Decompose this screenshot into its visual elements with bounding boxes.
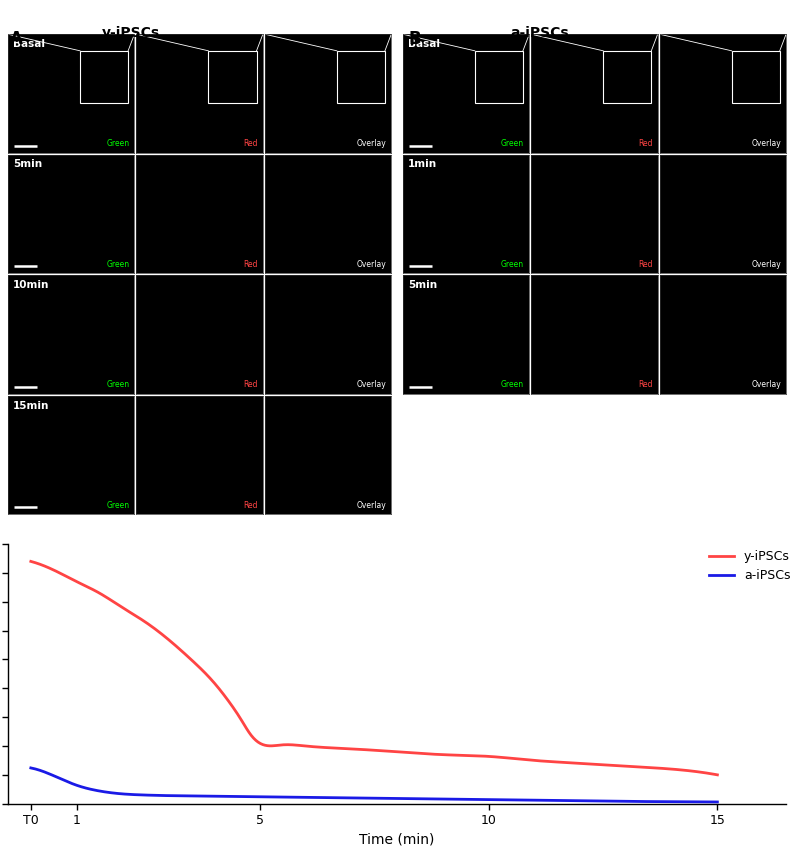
Text: Red: Red	[243, 260, 258, 268]
Text: 10min: 10min	[13, 280, 49, 290]
Text: Red: Red	[243, 501, 258, 510]
Text: Overlay: Overlay	[357, 380, 386, 389]
Text: Overlay: Overlay	[357, 501, 386, 510]
Text: Red: Red	[638, 260, 653, 268]
Text: Green: Green	[501, 139, 524, 148]
Text: Basal: Basal	[408, 39, 440, 49]
Text: Green: Green	[501, 260, 524, 268]
Text: 1min: 1min	[408, 160, 437, 169]
Text: Green: Green	[106, 501, 129, 510]
Text: Red: Red	[638, 380, 653, 389]
Text: Green: Green	[106, 139, 129, 148]
Text: Green: Green	[106, 380, 129, 389]
Text: Overlay: Overlay	[751, 380, 781, 389]
Text: Green: Green	[501, 380, 524, 389]
Text: a-iPSCs: a-iPSCs	[511, 26, 569, 39]
Text: Overlay: Overlay	[751, 260, 781, 268]
Text: B: B	[409, 30, 422, 48]
Text: Red: Red	[243, 139, 258, 148]
Legend: y-iPSCs, a-iPSCs: y-iPSCs, a-iPSCs	[703, 545, 794, 587]
Text: A: A	[10, 30, 22, 48]
Text: 5min: 5min	[13, 160, 42, 169]
Text: Overlay: Overlay	[357, 139, 386, 148]
Text: 15min: 15min	[13, 400, 49, 410]
Text: Overlay: Overlay	[357, 260, 386, 268]
Text: Red: Red	[243, 380, 258, 389]
Text: Green: Green	[106, 260, 129, 268]
Text: Basal: Basal	[13, 39, 45, 49]
Text: Red: Red	[638, 139, 653, 148]
Text: Overlay: Overlay	[751, 139, 781, 148]
Text: y-iPSCs: y-iPSCs	[102, 26, 160, 39]
X-axis label: Time (min): Time (min)	[360, 833, 434, 846]
Text: 5min: 5min	[408, 280, 437, 290]
